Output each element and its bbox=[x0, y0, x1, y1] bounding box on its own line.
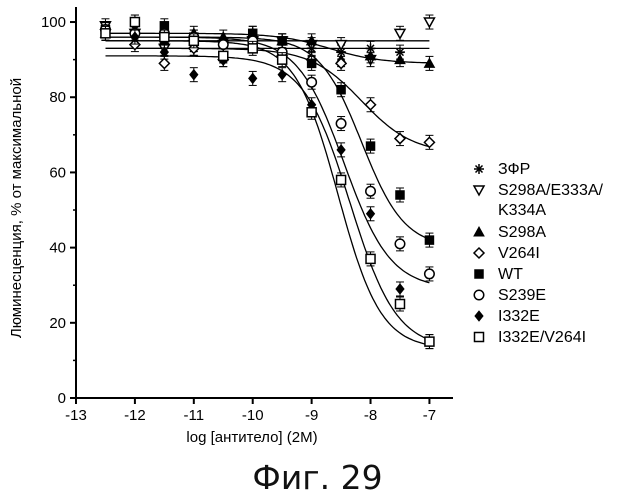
legend-item: S239E bbox=[470, 284, 635, 305]
data-point-series-7 bbox=[395, 300, 404, 309]
legend-marker-icon bbox=[470, 265, 492, 283]
legend-marker-shape bbox=[474, 248, 484, 258]
legend-marker-shape bbox=[474, 227, 484, 236]
data-point-series-7 bbox=[366, 254, 375, 263]
legend-label: S298A bbox=[498, 223, 546, 243]
legend-marker-icon bbox=[470, 307, 492, 325]
legend-marker-icon bbox=[470, 286, 492, 304]
x-tick-label: -10 bbox=[242, 407, 264, 424]
data-point-series-3 bbox=[159, 58, 169, 68]
legend-marker-shape bbox=[474, 164, 484, 174]
data-points bbox=[100, 15, 434, 349]
x-tick-label: -7 bbox=[423, 407, 436, 424]
legend: ЗФРS298A/E333A/ K334AS298AV264IWTS239EI3… bbox=[470, 158, 635, 347]
fit-curve-4 bbox=[106, 37, 430, 239]
legend-marker-icon bbox=[470, 244, 492, 262]
legend-marker-icon bbox=[470, 328, 492, 346]
data-point-series-5 bbox=[366, 186, 376, 196]
y-tick-label: 20 bbox=[49, 315, 66, 332]
fit-curve-6 bbox=[106, 56, 430, 340]
legend-item: V264I bbox=[470, 242, 635, 263]
legend-item: I332E/V264I bbox=[470, 326, 635, 347]
data-point-series-4 bbox=[337, 85, 346, 94]
legend-label: S298A/E333A/ K334A bbox=[498, 181, 603, 221]
data-point-series-6 bbox=[190, 70, 198, 80]
legend-marker-icon bbox=[470, 181, 492, 199]
legend-label: ЗФР bbox=[498, 160, 530, 180]
legend-item: S298A bbox=[470, 221, 635, 242]
legend-item: I332E bbox=[470, 305, 635, 326]
fit-curve-3 bbox=[106, 48, 430, 146]
data-point-series-6 bbox=[367, 209, 375, 219]
x-tick-label: -11 bbox=[184, 407, 205, 424]
data-point-series-4 bbox=[307, 59, 316, 67]
legend-label: V264I bbox=[498, 244, 540, 264]
legend-item: ЗФР bbox=[470, 158, 635, 179]
legend-item: WT bbox=[470, 263, 635, 284]
data-point-series-7 bbox=[337, 175, 346, 184]
data-point-series-6 bbox=[278, 70, 286, 80]
x-tick-label: -9 bbox=[305, 407, 318, 424]
data-point-series-5 bbox=[395, 239, 405, 249]
data-point-series-4 bbox=[425, 236, 434, 245]
data-point-series-1 bbox=[395, 29, 405, 38]
legend-marker-shape bbox=[474, 290, 484, 300]
legend-marker-icon bbox=[470, 160, 492, 178]
data-point-series-4 bbox=[278, 37, 287, 46]
data-point-series-5 bbox=[307, 77, 317, 87]
legend-item: S298A/E333A/ K334A bbox=[470, 179, 635, 221]
data-point-series-3 bbox=[395, 134, 405, 144]
data-point-series-5 bbox=[425, 269, 435, 279]
data-point-series-6 bbox=[396, 284, 404, 294]
legend-marker-shape bbox=[475, 270, 484, 279]
y-tick-label: 80 bbox=[49, 89, 66, 106]
data-point-series-5 bbox=[219, 40, 229, 50]
fit-curve-7 bbox=[106, 41, 430, 345]
data-point-series-7 bbox=[248, 44, 257, 53]
x-tick-label: -12 bbox=[124, 407, 146, 424]
legend-label: I332E bbox=[498, 307, 540, 327]
legend-label: S239E bbox=[498, 286, 546, 306]
data-point-series-7 bbox=[101, 29, 110, 38]
data-point-series-5 bbox=[336, 119, 346, 129]
legend-marker-shape bbox=[474, 186, 484, 195]
data-point-series-7 bbox=[307, 108, 316, 117]
legend-label: WT bbox=[498, 265, 523, 285]
y-axis-label: Люминесценция, % от максимальной bbox=[8, 78, 25, 338]
legend-marker-shape bbox=[475, 311, 483, 321]
data-point-series-7 bbox=[130, 18, 139, 27]
figure-caption: Фиг. 29 bbox=[0, 458, 635, 497]
y-tick-label: 60 bbox=[49, 164, 66, 181]
legend-marker-icon bbox=[470, 223, 492, 241]
legend-marker-shape bbox=[475, 333, 484, 342]
data-point-series-7 bbox=[278, 55, 287, 64]
y-tick-label: 100 bbox=[41, 14, 66, 31]
data-point-series-4 bbox=[366, 142, 375, 151]
x-axis-label: log [антитело] (2M) bbox=[186, 429, 317, 446]
data-point-series-3 bbox=[366, 100, 376, 110]
x-tick-label: -8 bbox=[364, 407, 377, 424]
y-tick-label: 40 bbox=[49, 240, 66, 257]
y-tick-label: 0 bbox=[58, 390, 66, 407]
data-point-series-6 bbox=[249, 73, 257, 83]
data-point-series-4 bbox=[396, 191, 405, 200]
chart-axes: -13 -12 -11 -10 -9 -8 -7 0 20 40 60 80 100 bbox=[41, 7, 453, 424]
data-point-series-7 bbox=[160, 33, 169, 42]
fit-curves bbox=[106, 33, 430, 345]
legend-label: I332E/V264I bbox=[498, 328, 586, 348]
data-point-series-1 bbox=[424, 18, 434, 27]
data-point-series-7 bbox=[189, 36, 198, 45]
data-point-series-7 bbox=[425, 337, 434, 346]
x-tick-label: -13 bbox=[65, 407, 87, 424]
fit-curve-5 bbox=[106, 37, 430, 283]
data-point-series-7 bbox=[219, 51, 228, 60]
